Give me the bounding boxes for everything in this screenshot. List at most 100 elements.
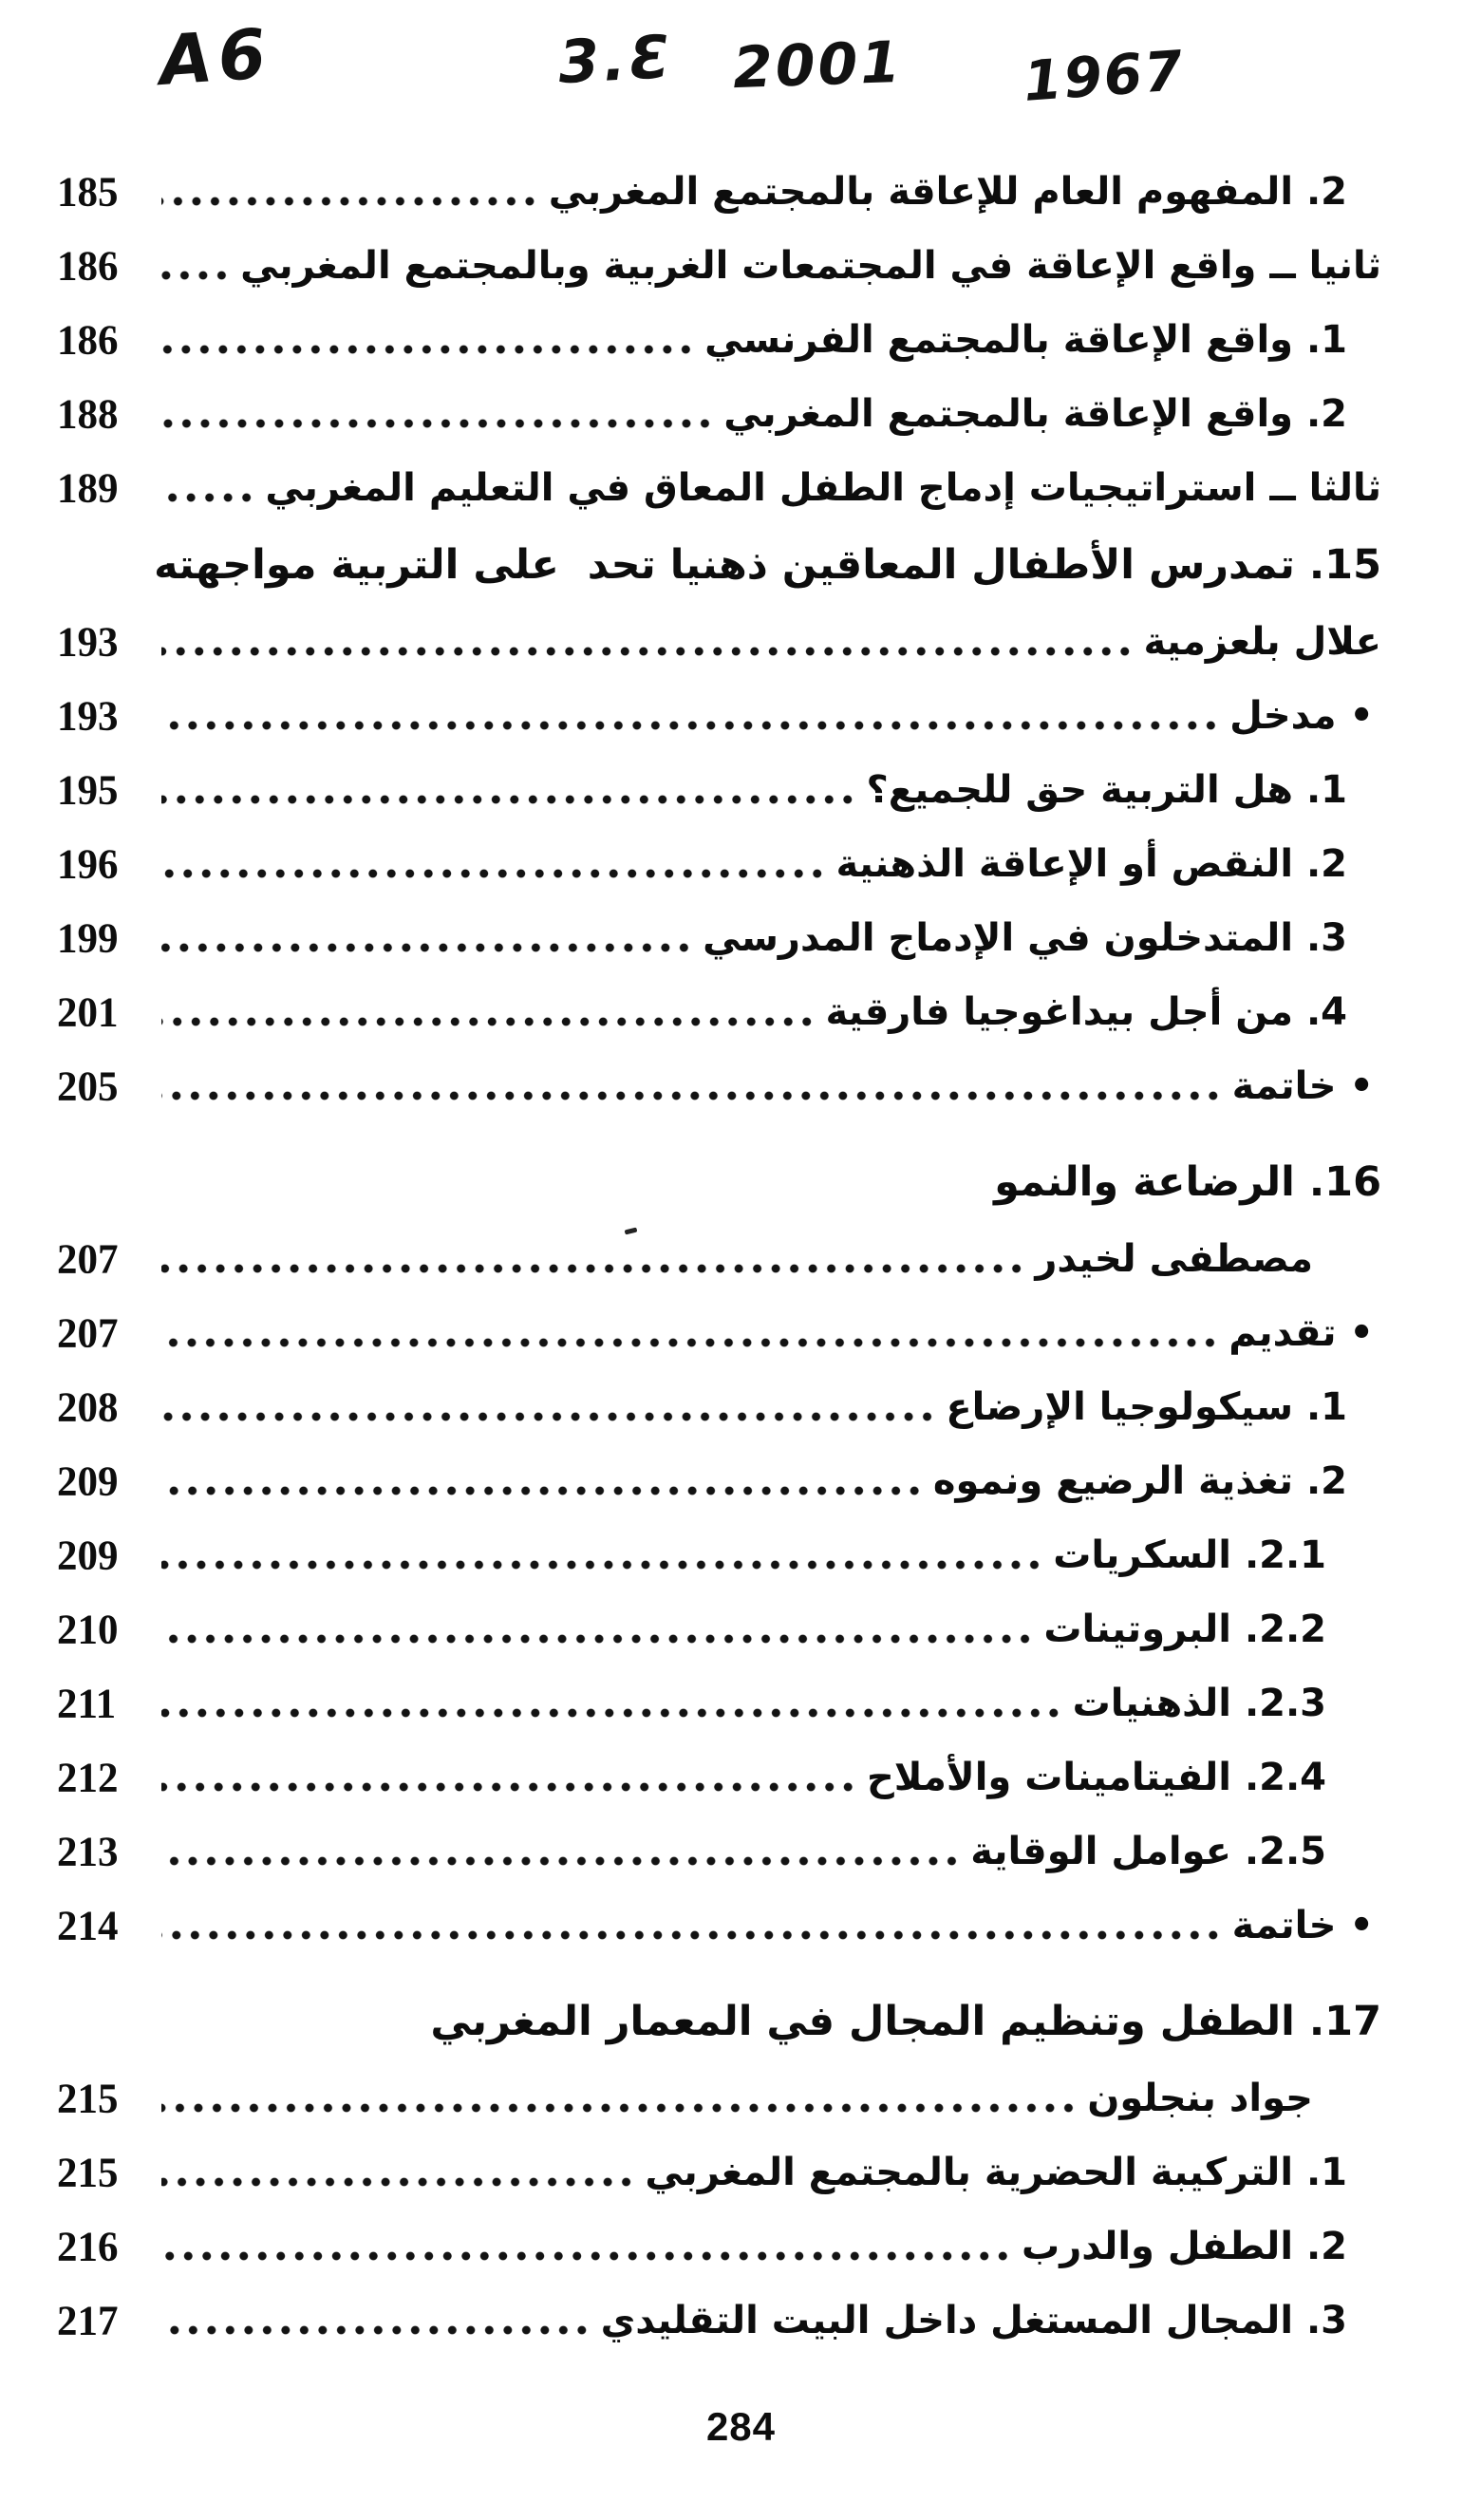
toc-entry-page-number: 188: [57, 390, 119, 438]
toc-row: ثانيا ــ واقع الإعاقة في المجتمعات الغرب…: [57, 229, 1381, 303]
toc-entry-page-number: 201: [57, 988, 119, 1036]
dot-leader: [161, 1482, 924, 1499]
toc-row: 2.1. السكريات 209: [57, 1518, 1381, 1592]
toc-row: 2. النقص أو الإعاقة الذهنية 196: [57, 827, 1381, 901]
toc-entry-page-number: 205: [57, 1063, 119, 1110]
toc-entry-title: 3. المتدخلون في الإدماج المدرسي: [703, 916, 1347, 960]
toc-entry-title: 1. سيكولوجيا الإرضاع: [946, 1385, 1347, 1429]
toc-entry-title: 4. من أجل بيداغوجيا فارقية: [825, 990, 1347, 1034]
handwritten-mark-3: 2001: [731, 28, 905, 103]
toc-entry-title: • تقديم: [1229, 1311, 1374, 1355]
dot-leader: [161, 1260, 1026, 1277]
dot-leader: [161, 1013, 816, 1030]
toc-entry-title: ثالثا ــ استراتيجيات إدماج الطفل المعاق …: [265, 466, 1381, 510]
handwritten-mark-4: 1967: [1021, 38, 1187, 114]
toc-entry-title: 1. هل التربية حق للجميع؟: [866, 768, 1347, 812]
dot-leader: [161, 1408, 937, 1425]
toc-row: علال بلعزمية 193: [57, 605, 1381, 679]
dot-leader: [161, 1334, 1220, 1351]
dot-leader: [161, 489, 256, 506]
toc-row: 2.3. الذهنيات 211: [57, 1666, 1381, 1740]
toc-entry-title: 2. تغذية الرضيع ونموه: [932, 1459, 1347, 1503]
toc-row: 2.4. الفيتامينات والأملاح 212: [57, 1740, 1381, 1815]
toc-entry-title: 16. الرضاعة والنمو: [994, 1158, 1381, 1206]
toc-entry-page-number: 212: [57, 1754, 119, 1801]
toc-entry-page-number: 195: [57, 766, 119, 814]
toc-entry-title: 15. تمدرس الأطفال المعاقين ذهنيا تحد على…: [154, 541, 1381, 589]
dot-leader: [161, 1630, 1035, 1647]
toc-entry-page-number: 207: [57, 1235, 119, 1283]
toc-entry-title: • خاتمة: [1231, 1064, 1374, 1108]
dot-leader: [161, 2099, 1079, 2116]
toc-entry-title: علال بلعزمية: [1143, 620, 1382, 664]
dot-leader: [161, 1778, 857, 1796]
toc-entry-title: • خاتمة: [1231, 1904, 1374, 1947]
table-of-contents: 2. المفهوم العام للإعاقة بالمجتمع المغرب…: [57, 155, 1381, 2358]
dot-leader: [161, 865, 827, 882]
toc-row: 1. هل التربية حق للجميع؟ 195: [57, 753, 1381, 827]
toc-entry-page-number: 215: [57, 2149, 119, 2196]
toc-row: 4. من أجل بيداغوجيا فارقية 201: [57, 975, 1381, 1049]
toc-row: 2. تغذية الرضيع ونموه 209: [57, 1444, 1381, 1518]
toc-entry-page-number: 214: [57, 1902, 119, 1949]
toc-entry-title: ثانيا ــ واقع الإعاقة في المجتمعات الغرب…: [240, 244, 1381, 288]
toc-entry-title: 17. الطفل وتنظيم المجال في المعمار المغر…: [430, 1998, 1381, 2045]
toc-entry-page-number: 210: [57, 1606, 119, 1653]
toc-row: مصطفى لخيدر 207: [57, 1222, 1381, 1296]
toc-row: ثالثا ــ استراتيجيات إدماج الطفل المعاق …: [57, 451, 1381, 525]
toc-entry-title: 2.5. عوامل الوقاية: [970, 1830, 1326, 1873]
toc-entry-title: 2. واقع الإعاقة بالمجتمع المغربي: [723, 392, 1347, 436]
toc-row: 15. تمدرس الأطفال المعاقين ذهنيا تحد على…: [57, 525, 1381, 605]
toc-entry-page-number: 193: [57, 618, 119, 666]
toc-row: • خاتمة 214: [57, 1889, 1381, 1963]
handwritten-annotation: A6 3.Ɛ 2001 1967: [0, 0, 1482, 142]
toc-row: 2.2. البروتينات 210: [57, 1592, 1381, 1666]
dot-leader: [161, 1927, 1223, 1944]
dot-leader: [161, 341, 696, 358]
toc-entry-title: • مدخل: [1229, 694, 1374, 738]
toc-row: جواد بنجلون 215: [57, 2061, 1381, 2135]
dot-leader: [161, 1556, 1044, 1573]
toc-row: • تقديم 207: [57, 1296, 1381, 1370]
toc-entry-page-number: 209: [57, 1532, 119, 1579]
toc-row: 2.5. عوامل الوقاية 213: [57, 1815, 1381, 1889]
dot-leader: [161, 717, 1221, 734]
dot-leader: [161, 939, 694, 956]
toc-row: 1. سيكولوجيا الإرضاع 208: [57, 1370, 1381, 1444]
toc-entry-title: جواد بنجلون: [1087, 2077, 1313, 2120]
toc-entry-page-number: 215: [57, 2075, 119, 2122]
toc-entry-page-number: 211: [57, 1680, 117, 1727]
handwritten-mark-1: A6: [157, 12, 274, 102]
toc-entry-page-number: 208: [57, 1383, 119, 1431]
toc-row: • مدخل 193: [57, 679, 1381, 753]
handwritten-mark-2: 3.Ɛ: [556, 21, 676, 98]
toc-entry-page-number: 207: [57, 1309, 119, 1357]
dot-leader: [161, 643, 1135, 660]
toc-row: • خاتمة 205: [57, 1049, 1381, 1123]
dot-leader: [161, 2322, 591, 2339]
toc-entry-title: مصطفى لخيدر: [1035, 1237, 1313, 1281]
toc-entry-page-number: 209: [57, 1457, 119, 1505]
toc-row: 17. الطفل وتنظيم المجال في المعمار المغر…: [57, 1982, 1381, 2061]
dot-leader: [161, 1852, 962, 1870]
dot-leader: [161, 1704, 1063, 1721]
dot-leader: [161, 193, 539, 210]
toc-entry-page-number: 186: [57, 242, 119, 290]
dot-leader: [161, 267, 232, 284]
toc-entry-page-number: 213: [57, 1828, 119, 1875]
toc-row: 2. الطفل والدرب 216: [57, 2210, 1381, 2284]
toc-row: 2. المفهوم العام للإعاقة بالمجتمع المغرب…: [57, 155, 1381, 229]
dot-leader: [161, 2173, 636, 2191]
toc-entry-page-number: 186: [57, 316, 119, 364]
toc-entry-page-number: 189: [57, 464, 119, 512]
toc-entry-page-number: 185: [57, 168, 119, 216]
dot-leader: [161, 791, 857, 808]
toc-row: 1. واقع الإعاقة بالمجتمع الفرنسي 186: [57, 303, 1381, 377]
toc-entry-title: 1. التركيبة الحضرية بالمجتمع المغربي: [645, 2151, 1347, 2194]
page-number-footer: 284: [705, 2404, 777, 2449]
toc-entry-title: 2.1. السكريات: [1053, 1533, 1326, 1577]
toc-entry-title: 2. الطفل والدرب: [1022, 2225, 1347, 2268]
toc-entry-page-number: 193: [57, 692, 119, 740]
dot-leader: [161, 2247, 1012, 2265]
toc-row: 3. المجال المستغل داخل البيت التقليدي 21…: [57, 2284, 1381, 2358]
